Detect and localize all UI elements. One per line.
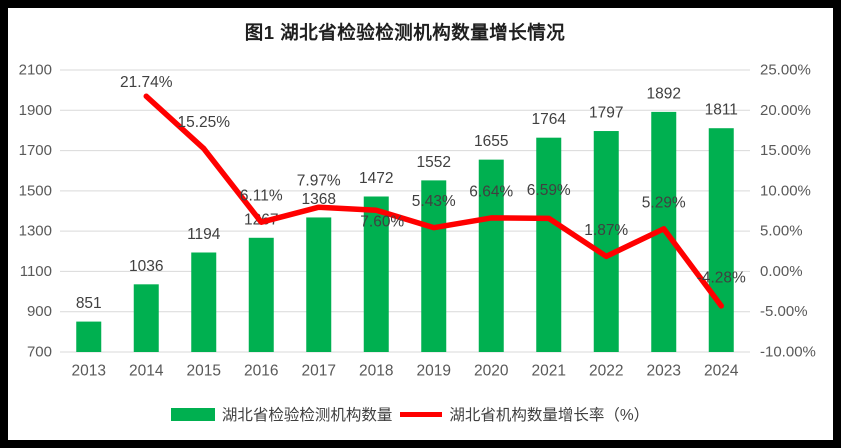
bar-value-label: 1811 bbox=[705, 102, 738, 119]
bar-value-label: 1764 bbox=[532, 111, 567, 128]
bar bbox=[133, 284, 159, 352]
legend-item-bars: 湖北省检验检测机构数量 bbox=[170, 403, 393, 425]
x-axis-label: 2015 bbox=[187, 363, 221, 380]
legend-label-line: 湖北省机构数量增长率（%） bbox=[449, 407, 650, 424]
line-value-label: 15.25% bbox=[177, 114, 230, 131]
line-value-label: 21.74% bbox=[120, 74, 173, 91]
legend-label-bars: 湖北省检验检测机构数量 bbox=[221, 407, 393, 424]
x-axis-label: 2024 bbox=[704, 363, 739, 380]
gridlines bbox=[60, 69, 750, 353]
right-axis-tick: -10.00% bbox=[760, 344, 816, 361]
x-axis-label: 2020 bbox=[474, 363, 509, 380]
bar-value-label: 851 bbox=[76, 295, 102, 312]
bar-value-label: 1797 bbox=[589, 105, 623, 122]
x-axis-label: 2022 bbox=[589, 363, 623, 380]
x-axis-labels: 2013 2014 2015 2016 2017 2018 2019 2020 2021 2022… bbox=[72, 363, 739, 380]
right-axis-tick: 5.00% bbox=[760, 223, 803, 240]
legend: 湖北省检验检测机构数量 湖北省机构数量增长率（%） bbox=[0, 401, 820, 427]
line-value-label: -4.28% bbox=[697, 269, 746, 286]
bar bbox=[478, 159, 504, 352]
bar-value-label: 1655 bbox=[474, 133, 508, 150]
line-value-label: 5.43% bbox=[412, 193, 456, 210]
x-axis-label: 2013 bbox=[72, 363, 106, 380]
growth-line bbox=[143, 93, 724, 309]
line-series bbox=[143, 93, 724, 309]
bar-value-label: 1368 bbox=[302, 191, 336, 208]
right-axis-tick: -5.00% bbox=[760, 303, 808, 320]
left-axis-tick: 1500 bbox=[19, 182, 52, 199]
bar-value-label: 1892 bbox=[647, 85, 681, 102]
bar bbox=[306, 217, 332, 352]
x-axis-label: 2016 bbox=[244, 363, 278, 380]
bar-series bbox=[76, 111, 734, 352]
line-value-label: 5.29% bbox=[642, 194, 686, 211]
right-axis-tick: 0.00% bbox=[760, 263, 803, 280]
chart-title: 图1 湖北省检验检测机构数量增长情况 bbox=[244, 22, 566, 43]
bar bbox=[248, 237, 274, 352]
line-value-label: 7.97% bbox=[297, 173, 341, 190]
bar-value-label: 1472 bbox=[359, 170, 393, 187]
bar bbox=[708, 128, 734, 352]
bar bbox=[76, 321, 102, 352]
line-value-label: 6.64% bbox=[469, 183, 513, 200]
line-swatch-icon bbox=[400, 411, 443, 417]
x-axis-label: 2017 bbox=[302, 363, 336, 380]
x-axis-label: 2018 bbox=[359, 363, 393, 380]
x-axis-label: 2023 bbox=[647, 363, 681, 380]
line-value-label: 6.11% bbox=[240, 188, 283, 205]
bar-value-label: 1552 bbox=[417, 154, 451, 171]
left-axis-tick: 900 bbox=[27, 303, 52, 320]
left-axis-tick: 700 bbox=[27, 344, 52, 361]
line-labels: 21.74% 15.25% 6.11% 7.97% 7.60% 5.43% 6.64% 6.5… bbox=[120, 74, 746, 287]
right-axis-ticks: 25.00% 20.00% 15.00% 10.00% 5.00% 0.00% -5.00%… bbox=[760, 62, 816, 361]
bar bbox=[593, 131, 619, 352]
x-axis-label: 2014 bbox=[129, 363, 164, 380]
x-axis-label: 2021 bbox=[532, 363, 566, 380]
bar-swatch-icon bbox=[170, 407, 215, 421]
left-axis-ticks: 2100 1900 1700 1500 1300 1100 900 700 bbox=[19, 62, 52, 361]
bar bbox=[191, 252, 217, 352]
left-axis-tick: 2100 bbox=[19, 62, 52, 79]
left-axis-tick: 1100 bbox=[20, 263, 52, 280]
legend-item-line: 湖北省机构数量增长率（%） bbox=[400, 403, 649, 425]
right-axis-tick: 20.00% bbox=[760, 102, 811, 119]
x-axis-label: 2019 bbox=[417, 363, 451, 380]
right-axis-tick: 10.00% bbox=[760, 182, 811, 199]
bar bbox=[363, 196, 389, 352]
left-axis-tick: 1700 bbox=[19, 142, 52, 159]
bar-value-label: 1194 bbox=[187, 226, 221, 243]
bar-value-label: 1036 bbox=[129, 258, 163, 275]
right-axis-tick: 25.00% bbox=[760, 62, 811, 79]
left-axis-tick: 1900 bbox=[19, 102, 52, 119]
bar bbox=[421, 180, 447, 352]
line-value-label: 7.60% bbox=[360, 214, 404, 231]
line-value-label: 1.87% bbox=[584, 222, 628, 239]
right-axis-tick: 15.00% bbox=[760, 142, 811, 159]
line-value-label: 6.59% bbox=[527, 182, 571, 199]
left-axis-tick: 1300 bbox=[19, 223, 52, 240]
bar bbox=[536, 137, 562, 352]
